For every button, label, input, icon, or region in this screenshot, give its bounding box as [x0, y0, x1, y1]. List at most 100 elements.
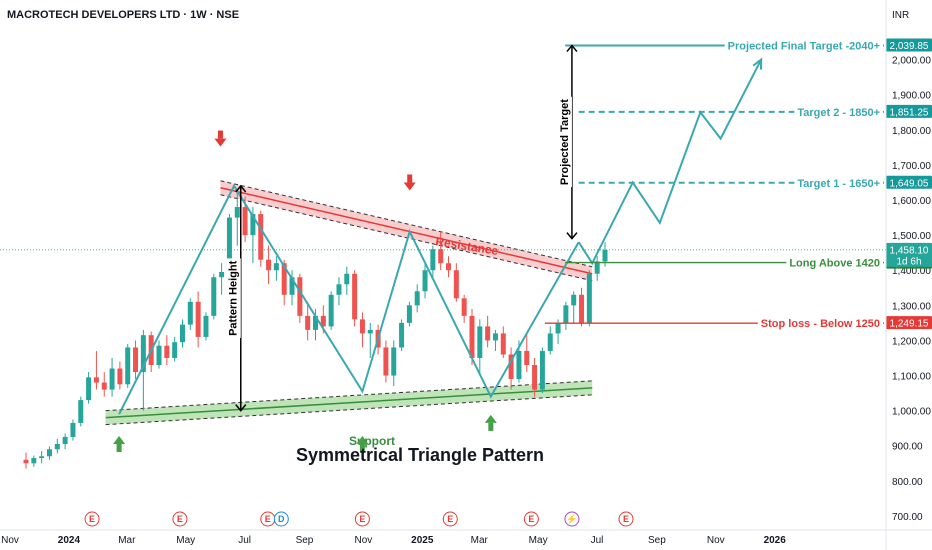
- candle-body: [359, 319, 365, 334]
- chart-symbol-title[interactable]: MACROTECH DEVELOPERS LTD · 1W · NSE: [7, 9, 239, 21]
- pattern-height: Pattern Height: [226, 184, 247, 412]
- earnings-event-icon[interactable]: E: [442, 511, 458, 527]
- low-arrow: [113, 435, 126, 444]
- candle: [422, 263, 428, 299]
- level-label: Long Above 1420: [789, 258, 880, 270]
- candle: [54, 438, 60, 454]
- x-tick-label: Jul: [591, 535, 604, 546]
- candle-body: [23, 459, 29, 464]
- candle-body: [461, 298, 467, 316]
- currency-label: INR: [892, 10, 909, 21]
- candle: [579, 287, 585, 327]
- candle: [179, 319, 185, 348]
- event-glyph: E: [528, 514, 534, 524]
- candle: [101, 372, 107, 397]
- event-glyph: E: [89, 514, 95, 524]
- candle-body: [211, 277, 217, 316]
- projection-path: [577, 59, 763, 266]
- candle: [414, 284, 420, 313]
- earnings-event-icon[interactable]: E: [172, 511, 188, 527]
- event-badge[interactable]: [618, 511, 634, 527]
- event-badge[interactable]: [442, 511, 458, 527]
- candle-body: [344, 273, 350, 285]
- x-tick-label: Nov: [1, 535, 19, 546]
- earnings-event-icon[interactable]: E: [260, 511, 276, 527]
- x-tick-label: 2025: [411, 535, 434, 546]
- candle-body: [195, 301, 201, 337]
- candle: [78, 396, 84, 427]
- earnings-event-icon[interactable]: E: [354, 511, 370, 527]
- candle: [453, 263, 459, 302]
- candle-body: [438, 249, 444, 264]
- candle: [563, 301, 569, 330]
- x-tick-label: May: [176, 535, 195, 546]
- price-tag-4-value: 1,249.15: [890, 319, 929, 330]
- event-badge[interactable]: [564, 511, 580, 527]
- price-tag-1-value: 1,851.25: [890, 107, 929, 118]
- event-glyph: D: [278, 514, 285, 524]
- earnings-event-icon[interactable]: E: [523, 511, 539, 527]
- candles: [23, 192, 608, 469]
- candle-body: [101, 382, 107, 390]
- earnings-event-icon[interactable]: E: [618, 511, 634, 527]
- event-badge[interactable]: [523, 511, 539, 527]
- candle: [140, 329, 146, 411]
- candle-body: [156, 345, 162, 366]
- y-tick-label: 1,300.00: [892, 301, 931, 312]
- candle: [485, 315, 491, 348]
- event-badge[interactable]: [354, 511, 370, 527]
- candle-body: [336, 284, 342, 295]
- candle: [359, 312, 365, 348]
- x-tick-label: Nov: [354, 535, 372, 546]
- candle-body: [508, 354, 514, 380]
- candle-body: [586, 273, 592, 323]
- split-event-icon[interactable]: ⚡: [564, 511, 580, 527]
- candle-body: [469, 315, 475, 358]
- candle-body: [273, 263, 279, 271]
- candle-body: [117, 368, 123, 385]
- candle-body: [305, 315, 311, 330]
- event-badge[interactable]: [172, 511, 188, 527]
- candle-body: [62, 436, 68, 444]
- y-tick-label: 700.00: [892, 512, 923, 523]
- x-tick-label: Sep: [296, 535, 314, 546]
- candle-body: [352, 273, 358, 320]
- pattern-height-head: [235, 184, 247, 193]
- dividend-event-icon[interactable]: D: [273, 511, 289, 527]
- last-price-tag-value: 1,458.10: [890, 245, 929, 256]
- candle-body: [430, 249, 436, 271]
- candle: [86, 372, 92, 404]
- candle: [399, 319, 405, 351]
- candle-body: [46, 449, 52, 457]
- candle-body: [547, 333, 553, 351]
- event-badge[interactable]: [84, 511, 100, 527]
- candle: [203, 312, 209, 341]
- candle: [367, 322, 373, 358]
- candle: [93, 350, 99, 390]
- y-tick-label: 1,900.00: [892, 91, 931, 102]
- level-4: Stop loss - Below 1250: [544, 317, 884, 332]
- y-tick-label: 1,100.00: [892, 372, 931, 383]
- price-tag-0: 2,039.85: [886, 38, 932, 52]
- candle-body: [539, 350, 545, 390]
- candle: [492, 329, 498, 351]
- candle-body: [602, 249, 608, 262]
- candle: [500, 326, 506, 358]
- candle-body: [289, 277, 295, 295]
- last-price-tag-bg: [886, 242, 932, 267]
- candle: [62, 433, 68, 450]
- candle: [594, 256, 600, 281]
- event-badge[interactable]: [273, 511, 289, 527]
- y-tick-label: 1,600.00: [892, 196, 931, 207]
- event-glyph: E: [359, 514, 365, 524]
- candle: [133, 340, 139, 380]
- candle: [336, 277, 342, 306]
- candle: [31, 455, 37, 467]
- earnings-event-icon[interactable]: E: [84, 511, 100, 527]
- candle: [172, 336, 178, 362]
- event-glyph: E: [623, 514, 629, 524]
- projected-target-label-bg: [557, 96, 572, 188]
- candle: [70, 419, 76, 441]
